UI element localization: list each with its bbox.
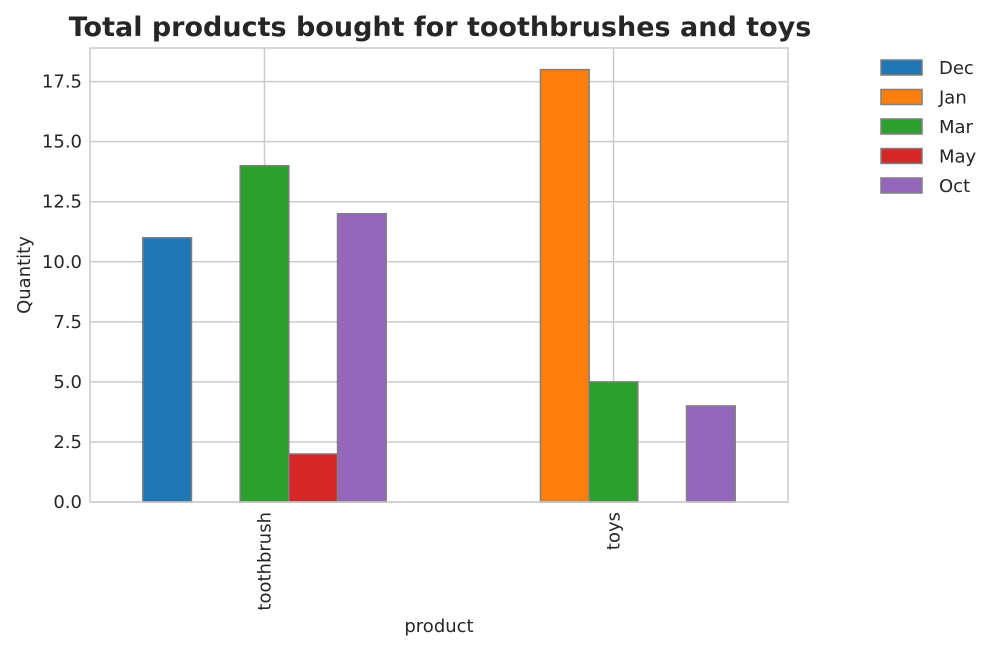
y-tick-label: 10.0 bbox=[42, 252, 82, 273]
x-axis-label: product bbox=[404, 616, 473, 637]
legend-label-mar: Mar bbox=[939, 117, 974, 138]
legend-swatch-jan bbox=[880, 88, 923, 106]
legend: Dec Jan Mar May Oct bbox=[880, 58, 977, 197]
x-tick-label: toothbrush bbox=[255, 512, 276, 611]
y-tick-label: 0.0 bbox=[53, 492, 82, 513]
y-tick-label: 15.0 bbox=[42, 132, 82, 153]
y-tick-label: 17.5 bbox=[42, 72, 82, 93]
bar-mar-toothbrush bbox=[239, 164, 290, 503]
y-tick-label: 7.5 bbox=[53, 312, 82, 333]
chart-title: Total products bought for toothbrushes a… bbox=[69, 12, 812, 43]
plot-background bbox=[90, 48, 788, 502]
bar-oct-toys bbox=[685, 405, 736, 503]
x-tick-label: toys bbox=[604, 512, 625, 550]
y-tick-label: 2.5 bbox=[53, 432, 82, 453]
bar-oct-toothbrush bbox=[336, 212, 387, 503]
legend-label-may: May bbox=[939, 147, 977, 168]
legend-label-dec: Dec bbox=[939, 58, 974, 79]
bar-may-toothbrush bbox=[288, 453, 339, 503]
legend-swatch-oct bbox=[880, 177, 923, 194]
legend-label-jan: Jan bbox=[938, 88, 967, 109]
y-axis-label: Quantity bbox=[14, 236, 35, 314]
y-tick-label: 12.5 bbox=[42, 192, 82, 213]
legend-swatch-may bbox=[880, 147, 923, 165]
x-tick-labels: toothbrush toys bbox=[255, 512, 625, 611]
bar-mar-toys bbox=[588, 381, 639, 503]
bar-jan-toys bbox=[539, 68, 590, 503]
y-tick-labels: 0.0 2.5 5.0 7.5 10.0 12.5 15.0 17.5 bbox=[42, 72, 82, 513]
legend-swatch-dec bbox=[880, 59, 923, 76]
bar-dec-toothbrush bbox=[142, 237, 193, 503]
y-tick-label: 5.0 bbox=[53, 372, 82, 393]
legend-swatch-mar bbox=[880, 118, 923, 135]
plot-frame bbox=[89, 47, 789, 503]
legend-label-oct: Oct bbox=[939, 176, 970, 197]
